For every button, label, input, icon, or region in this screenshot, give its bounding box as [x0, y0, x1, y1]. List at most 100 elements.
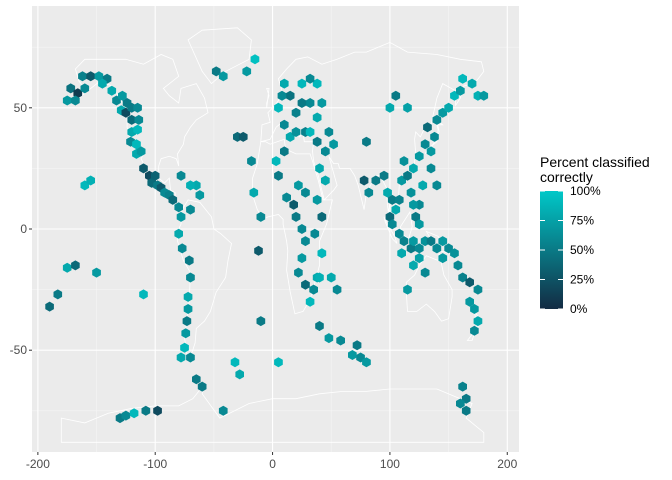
hex-cell — [282, 192, 291, 203]
hex-cell — [305, 73, 315, 84]
hex-cell — [186, 272, 195, 283]
x-tick-label: -100 — [143, 457, 167, 471]
hex-cell — [132, 139, 141, 150]
hex-cell — [379, 170, 389, 181]
hex-cell — [78, 71, 87, 82]
hex-cell — [444, 102, 453, 113]
hex-cell — [150, 170, 160, 181]
legend-title-line-1: Percent classified — [540, 154, 650, 170]
x-tick-label: -200 — [26, 457, 50, 471]
hex-cell — [297, 224, 307, 234]
hex-cell — [291, 127, 301, 137]
hex-cell — [329, 139, 338, 150]
hex-cell — [45, 301, 54, 312]
hex-cell — [133, 124, 142, 135]
hex-cell — [426, 146, 436, 157]
hex-cell — [336, 335, 345, 346]
hex-cell — [420, 267, 430, 278]
hex-cell — [297, 98, 307, 108]
hex-cell — [387, 219, 397, 230]
landmass-outline — [266, 88, 270, 108]
y-tick-label: 0 — [20, 222, 27, 236]
hex-cell — [317, 98, 327, 108]
hex-cell — [133, 102, 142, 113]
hex-cell — [430, 131, 439, 142]
hex-cell — [177, 243, 187, 254]
hex-cell — [391, 90, 401, 101]
hex-cell — [129, 408, 139, 419]
hex-cell — [176, 352, 186, 363]
hex-cell — [458, 381, 467, 392]
hex-cell — [218, 71, 228, 82]
hex-cell — [403, 170, 412, 181]
hex-cell — [242, 66, 252, 77]
hex-cell — [414, 243, 424, 254]
hex-cell — [186, 204, 195, 215]
hex-cell — [332, 284, 342, 295]
hex-cell — [136, 146, 146, 157]
hex-cell — [438, 236, 448, 247]
hex-cell — [256, 211, 266, 222]
hex-cell — [411, 211, 421, 222]
hex-cell — [312, 78, 322, 89]
hex-cell — [289, 199, 298, 210]
hex-cell — [98, 78, 107, 89]
hex-cell — [62, 95, 72, 106]
hex-cell — [183, 291, 193, 302]
hex-cell — [250, 54, 260, 65]
hex-cell — [180, 342, 189, 353]
hex-cell — [280, 146, 289, 157]
hex-cell — [121, 410, 131, 421]
hex-cell — [305, 296, 315, 307]
hex-cell — [399, 156, 409, 167]
hex-cell — [321, 175, 330, 186]
hex-cell — [312, 136, 322, 147]
hex-cell — [168, 194, 178, 205]
hex-cell — [315, 272, 324, 283]
hex-cell — [218, 405, 228, 416]
hex-cell — [414, 151, 424, 162]
hex-cell — [312, 194, 322, 205]
hex-cell — [197, 381, 207, 392]
hex-cell — [423, 122, 432, 133]
landmass-outline — [383, 216, 398, 244]
hex-cell — [409, 163, 418, 174]
hex-cell — [176, 211, 186, 222]
hex-cell — [321, 146, 330, 157]
hex-cell — [192, 374, 201, 385]
landmass-outline — [74, 54, 209, 211]
hex-cell — [310, 228, 320, 239]
y-tick-label: 50 — [14, 101, 28, 115]
hex-cell — [53, 289, 63, 300]
hex-cell — [432, 180, 442, 191]
landmass-outline — [424, 118, 444, 155]
hex-cell — [317, 248, 327, 259]
hex-cell — [450, 248, 459, 259]
hex-cell — [291, 107, 301, 118]
hex-cell — [385, 102, 395, 113]
hex-cell — [397, 248, 406, 259]
hex-cell — [301, 279, 310, 290]
hex-cell — [271, 156, 281, 167]
hex-cell — [470, 304, 479, 314]
hex-cell — [359, 175, 369, 186]
hex-cell — [461, 405, 471, 416]
hex-cell — [186, 180, 195, 191]
x-tick-label: 200 — [497, 457, 517, 471]
hex-cell — [409, 260, 418, 271]
hex-cell — [362, 357, 371, 368]
hex-cell — [235, 369, 244, 380]
hex-cell — [274, 357, 283, 368]
hex-cell — [395, 228, 404, 239]
legend-label: 25% — [570, 273, 594, 287]
legend-label: 0% — [570, 302, 588, 316]
hex-cell — [280, 78, 289, 89]
hex-cell — [176, 170, 186, 181]
hex-cell — [294, 267, 303, 278]
hex-cell — [312, 112, 322, 123]
hex-cell — [62, 262, 72, 273]
legend-label: 50% — [570, 243, 594, 257]
hex-cell — [294, 180, 303, 191]
hex-cell — [254, 245, 263, 256]
